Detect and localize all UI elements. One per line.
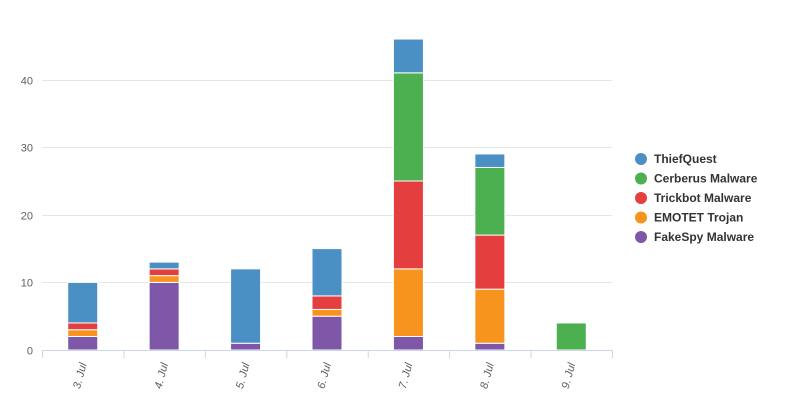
bar-segment[interactable] bbox=[392, 180, 424, 270]
bar-segment[interactable] bbox=[392, 72, 424, 182]
x-tick-label: 7. Jul bbox=[397, 361, 416, 390]
y-tick-label: 0 bbox=[27, 346, 33, 358]
legend-marker bbox=[635, 172, 647, 185]
bar-segment[interactable] bbox=[67, 322, 99, 331]
bar-segment[interactable] bbox=[148, 275, 180, 283]
bar-segment[interactable] bbox=[474, 153, 506, 168]
bar-segment[interactable] bbox=[474, 288, 506, 344]
bar-segment[interactable] bbox=[474, 342, 506, 351]
y-axis: 0 10 20 30 40 bbox=[21, 76, 33, 358]
legend-label: FakeSpy Malware bbox=[654, 230, 754, 244]
x-tick-label: 8. Jul bbox=[478, 361, 497, 390]
bar-segment[interactable] bbox=[392, 268, 424, 337]
bar-segment[interactable] bbox=[148, 261, 180, 270]
y-tick-label: 40 bbox=[21, 76, 33, 88]
bars bbox=[67, 38, 587, 351]
bar-segment[interactable] bbox=[311, 248, 343, 297]
legend-marker bbox=[635, 153, 647, 165]
x-axis: 3. Jul 4. Jul 5. Jul 6. Jul 7. Jul 8. Jul 9. J… bbox=[42, 350, 613, 390]
bar-segment[interactable] bbox=[474, 166, 506, 236]
legend-label: Trickbot Malware bbox=[654, 191, 752, 205]
legend-marker bbox=[635, 192, 647, 204]
legend-marker bbox=[635, 231, 647, 243]
x-tick-label: 9. Jul bbox=[560, 361, 579, 390]
bar-segment[interactable] bbox=[67, 335, 99, 351]
bar-segment[interactable] bbox=[311, 295, 343, 310]
legend-item[interactable]: FakeSpy Malware bbox=[635, 230, 754, 244]
legend-label: Cerberus Malware bbox=[654, 172, 758, 186]
x-tick-label: 3. Jul bbox=[71, 361, 90, 390]
bar-segment[interactable] bbox=[67, 329, 99, 337]
y-tick-label: 20 bbox=[21, 211, 33, 223]
bar-segment[interactable] bbox=[148, 281, 180, 351]
legend-label: EMOTET Trojan bbox=[654, 211, 743, 225]
y-tick-label: 30 bbox=[21, 143, 33, 155]
legend-marker bbox=[635, 211, 647, 224]
bar-segment[interactable] bbox=[555, 322, 587, 351]
legend-item[interactable]: EMOTET Trojan bbox=[635, 211, 743, 225]
bar-segment[interactable] bbox=[392, 335, 424, 351]
legend-item[interactable]: Cerberus Malware bbox=[635, 172, 758, 186]
bar-segment[interactable] bbox=[474, 234, 506, 290]
legend-label: ThiefQuest bbox=[654, 152, 717, 166]
x-tick-label: 4. Jul bbox=[153, 361, 172, 390]
x-tick-label: 6. Jul bbox=[316, 361, 335, 390]
bar-segment[interactable] bbox=[67, 281, 99, 324]
bar-segment[interactable] bbox=[148, 268, 180, 277]
bar-segment[interactable] bbox=[311, 315, 343, 351]
legend-item[interactable]: ThiefQuest bbox=[635, 152, 717, 166]
legend-item[interactable]: Trickbot Malware bbox=[635, 191, 752, 205]
legend: ThiefQuest Cerberus Malware Trickbot Malwa… bbox=[635, 152, 758, 244]
x-tick-label: 5. Jul bbox=[234, 361, 253, 390]
bar-segment[interactable] bbox=[392, 38, 424, 74]
bar-segment[interactable] bbox=[311, 308, 343, 317]
bar-segment[interactable] bbox=[230, 342, 262, 351]
y-tick-label: 10 bbox=[21, 278, 33, 290]
bar-segment[interactable] bbox=[230, 268, 262, 344]
